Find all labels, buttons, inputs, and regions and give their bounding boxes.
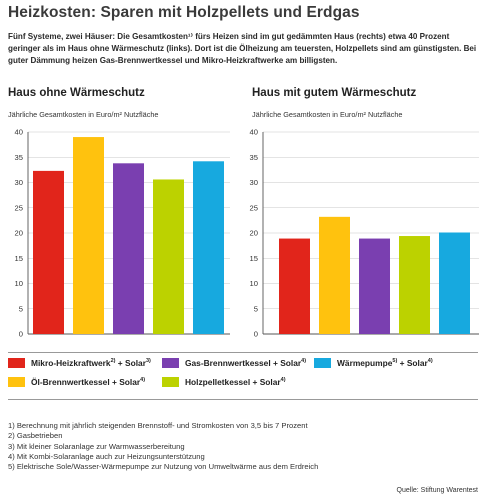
legend-item-oel-brennwertkessel: Öl-Brennwertkessel + Solar4)	[8, 377, 145, 387]
bar	[279, 238, 310, 334]
legend-swatch	[162, 377, 179, 387]
legend-item-mikro-heizkraftwerk: Mikro-Heizkraftwerk2) + Solar3)	[8, 358, 151, 368]
y-tick-label: 25	[250, 203, 258, 212]
footnote-2: 2) Gasbetrieben	[8, 431, 63, 441]
bar	[73, 137, 104, 334]
bar	[319, 216, 350, 334]
legend-item-waermepumpe: Wärmepumpe5) + Solar4)	[314, 358, 433, 368]
bar	[359, 238, 390, 334]
legend-bottom-divider	[8, 399, 478, 400]
y-tick-label: 15	[15, 254, 23, 263]
y-tick-label: 35	[15, 153, 23, 162]
y-tick-label: 5	[19, 304, 23, 313]
legend: Mikro-Heizkraftwerk2) + Solar3) Gas-Bren…	[0, 351, 485, 393]
y-tick-label: 10	[15, 279, 23, 288]
legend-label: Gas-Brennwertkessel + Solar4)	[185, 358, 307, 368]
legend-swatch	[162, 358, 179, 368]
bar	[33, 170, 64, 334]
legend-swatch	[8, 358, 25, 368]
y-axis-label-left: Jährliche Gesamtkosten in Euro/m² Nutzfl…	[8, 110, 159, 119]
y-tick-label: 0	[19, 330, 23, 339]
footnote-1: 1) Berechnung mit jährlich steigenden Br…	[8, 421, 308, 430]
bar-chart-left: 0 5 10 15 20 25 30 35 40	[15, 128, 230, 339]
legend-swatch	[314, 358, 331, 368]
y-tick-label: 30	[15, 178, 23, 187]
legend-top-divider	[8, 352, 478, 353]
legend-label: Mikro-Heizkraftwerk2) + Solar3)	[31, 358, 151, 368]
y-tick-label: 15	[250, 254, 258, 263]
chart-title-right: Haus mit gutem Wärmeschutz	[252, 87, 417, 99]
page-title: Heizkosten: Sparen mit Holzpellets und E…	[8, 4, 360, 21]
y-tick-label: 40	[250, 128, 258, 137]
y-tick-label: 30	[250, 178, 258, 187]
chart-title-left: Haus ohne Wärmeschutz	[8, 87, 145, 99]
y-tick-label: 5	[254, 304, 258, 313]
legend-item-gas-brennwertkessel: Gas-Brennwertkessel + Solar4)	[162, 358, 306, 368]
footnote-5: 5) Elektrische Sole/Wasser-Wärmepumpe zu…	[8, 462, 319, 472]
y-tick-label: 35	[250, 153, 258, 162]
legend-label: Holzpelletkessel + Solar4)	[185, 377, 286, 387]
bar	[113, 163, 144, 334]
y-tick-label: 25	[15, 203, 23, 212]
footnote-3: 3) Mit kleiner Solaranlage zur Warmwasse…	[8, 441, 185, 451]
legend-label: Öl-Brennwertkessel + Solar4)	[31, 377, 146, 387]
footnote-4: 4) Mit Kombi-Solaranlage auch zur Heizun…	[8, 451, 205, 461]
legend-swatch	[8, 377, 25, 387]
y-tick-label: 0	[254, 330, 258, 339]
y-axis-label-right: Jährliche Gesamtkosten in Euro/m² Nutzfl…	[252, 110, 403, 119]
legend-label: Wärmepumpe5) + Solar4)	[337, 358, 433, 368]
intro-text: Fünf Systeme, zwei Häuser: Die Gesamtkos…	[8, 32, 477, 65]
bar	[439, 232, 470, 334]
y-tick-label: 10	[250, 279, 258, 288]
bar	[193, 161, 224, 334]
y-tick-label: 20	[15, 229, 23, 238]
footnotes: 1) Berechnung mit jährlich steigenden Br…	[8, 421, 318, 472]
bar	[399, 236, 430, 334]
y-tick-label: 20	[250, 229, 258, 238]
bar	[153, 179, 184, 334]
bar-chart-right: 0 5 10 15 20 25 30 35 40	[250, 128, 479, 339]
legend-item-holzpelletkessel: Holzpelletkessel + Solar4)	[162, 377, 286, 387]
source-note: Quelle: Stiftung Warentest	[396, 487, 478, 494]
y-tick-label: 40	[15, 128, 23, 137]
